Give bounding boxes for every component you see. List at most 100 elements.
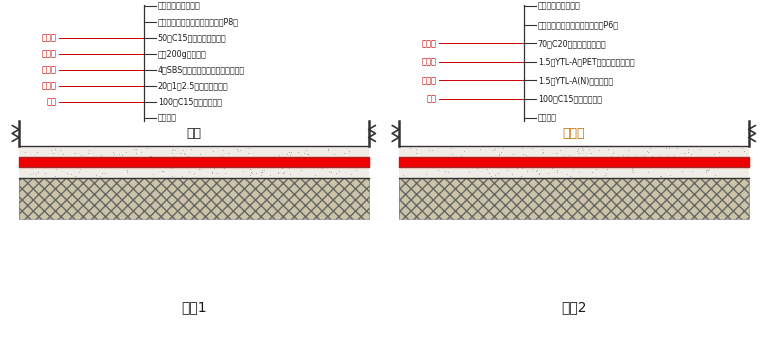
Point — [337, 155, 350, 161]
Point — [600, 170, 612, 176]
Point — [244, 172, 256, 178]
Point — [713, 149, 725, 154]
Text: 抗渗钢筋混凝土底板（抗渗等级P8）: 抗渗钢筋混凝土底板（抗渗等级P8） — [158, 18, 239, 27]
Text: 地面（见工程做法）: 地面（见工程做法） — [538, 2, 581, 11]
Point — [515, 166, 527, 171]
Point — [552, 170, 564, 175]
Point — [658, 159, 670, 164]
Point — [219, 170, 231, 175]
Point — [56, 156, 68, 162]
Point — [280, 156, 292, 162]
Point — [130, 147, 142, 152]
Point — [497, 146, 509, 151]
Point — [271, 170, 283, 175]
Text: 防水层: 防水层 — [422, 76, 437, 85]
Point — [526, 146, 538, 151]
Point — [590, 159, 602, 165]
Point — [24, 171, 36, 176]
Point — [348, 159, 360, 164]
Point — [78, 163, 90, 169]
Point — [724, 158, 736, 164]
Point — [141, 146, 153, 151]
Point — [678, 151, 690, 156]
Point — [85, 155, 97, 161]
Point — [166, 146, 179, 151]
Text: 地面（见工程做法）: 地面（见工程做法） — [158, 2, 201, 11]
Text: 防水层: 防水层 — [42, 65, 57, 74]
Point — [676, 168, 689, 174]
Point — [144, 154, 156, 159]
Point — [75, 153, 87, 158]
Point — [572, 148, 584, 154]
Point — [207, 149, 220, 154]
Point — [106, 149, 119, 155]
Point — [533, 170, 545, 176]
Point — [573, 150, 585, 156]
Point — [69, 155, 81, 161]
Point — [299, 147, 312, 152]
Point — [477, 156, 489, 161]
Point — [73, 169, 85, 174]
Point — [542, 154, 554, 160]
Point — [606, 153, 618, 158]
Point — [286, 161, 298, 166]
Point — [211, 171, 223, 176]
Text: 1.5厚YTL-A（PET）自粘卷材防水层: 1.5厚YTL-A（PET）自粘卷材防水层 — [538, 57, 635, 67]
Point — [262, 161, 274, 166]
Point — [429, 162, 442, 168]
Point — [86, 162, 98, 167]
Point — [278, 170, 290, 175]
Point — [622, 147, 634, 153]
Point — [347, 162, 359, 167]
Point — [708, 151, 720, 156]
Point — [717, 162, 729, 167]
Point — [284, 171, 296, 177]
Point — [543, 170, 555, 176]
Point — [65, 158, 77, 163]
Point — [48, 162, 60, 167]
Text: 4厚SBS改性沥青防水卷材（聚酯胎）: 4厚SBS改性沥青防水卷材（聚酯胎） — [158, 65, 245, 74]
Point — [707, 158, 719, 163]
Point — [484, 163, 496, 169]
Point — [526, 167, 538, 172]
Text: 垫层: 垫层 — [427, 95, 437, 103]
Point — [32, 158, 44, 163]
Point — [66, 159, 78, 164]
Point — [176, 173, 188, 178]
Point — [217, 147, 229, 153]
Point — [222, 150, 234, 155]
Point — [138, 160, 150, 165]
Point — [316, 165, 328, 171]
Point — [293, 154, 306, 160]
Point — [300, 151, 312, 157]
Point — [536, 150, 548, 155]
Point — [167, 157, 179, 162]
Text: 素土夯实: 素土夯实 — [158, 113, 176, 122]
Point — [233, 148, 245, 153]
Point — [250, 171, 262, 176]
Point — [286, 154, 298, 160]
Point — [404, 146, 416, 151]
Point — [280, 163, 293, 168]
Point — [250, 163, 262, 168]
Point — [104, 163, 116, 169]
Point — [65, 162, 77, 167]
Point — [144, 162, 156, 167]
Point — [572, 146, 584, 151]
Point — [626, 165, 638, 170]
Point — [722, 148, 734, 153]
Point — [410, 163, 423, 169]
Point — [295, 167, 307, 172]
Point — [255, 172, 267, 177]
Point — [480, 163, 492, 168]
Point — [484, 156, 496, 162]
Point — [483, 156, 496, 161]
Point — [610, 164, 622, 169]
Point — [245, 170, 258, 176]
Point — [46, 151, 59, 156]
Point — [144, 156, 156, 162]
Point — [193, 166, 205, 171]
Text: 20厚1：2.5水泥砂浆找平层: 20厚1：2.5水泥砂浆找平层 — [158, 81, 228, 90]
Point — [65, 172, 77, 177]
Point — [276, 165, 288, 170]
